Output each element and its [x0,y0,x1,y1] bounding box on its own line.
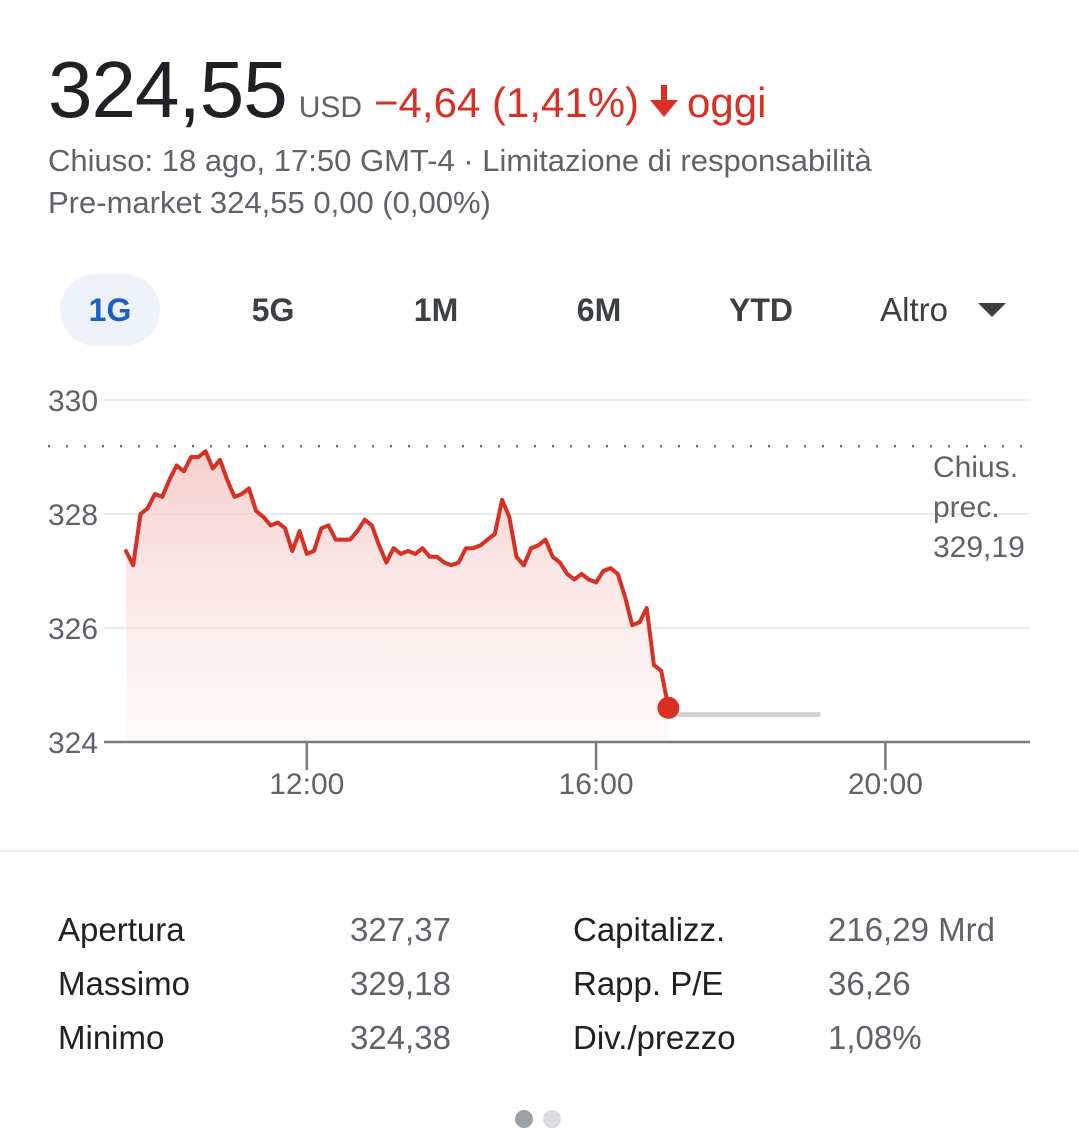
last-price-point [657,696,680,719]
page-dot[interactable] [515,1110,533,1128]
stat-label: Div./prezzo [573,1019,736,1056]
stat-value: 1,08% [828,1019,922,1056]
tab-range-1m[interactable]: 1M [413,292,459,328]
tab-range-6m[interactable]: 6M [576,292,622,328]
tab-range-ytd[interactable]: YTD [729,292,793,328]
status-separator: · [463,143,474,178]
tab-range-5g[interactable]: 5G [251,292,295,328]
disclaimer-link[interactable]: Limitazione di responsabilità [482,143,872,178]
more-ranges-dropdown[interactable]: Altro [880,274,1006,346]
stat-row: Massimo 329,18 Rapp. P/E 36,26 [0,962,1079,1016]
x-tick-label: 16:00 [559,768,634,801]
quote-header: 324,55 USD −4,64 (1,41%) oggi [48,44,766,136]
price-change-value: −4,64 (1,41%) [374,79,640,126]
key-stats: Apertura 327,37 Capitalizz. 216,29 Mrd Massi… [0,908,1079,1070]
tab-range-1g[interactable]: 1G [60,274,160,346]
stat-row: Minimo 324,38 Div./prezzo 1,08% [0,1016,1079,1070]
previous-close-label: 329,19 [933,531,1025,564]
y-tick-label: 328 [48,499,98,532]
stat-label: Rapp. P/E [573,965,724,1002]
y-tick-label: 324 [48,727,98,760]
x-tick-label: 12:00 [269,768,344,801]
y-tick-label: 330 [48,385,98,418]
currency-label: USD [298,91,363,124]
current-price: 324,55 [48,45,288,134]
previous-close-label: Chius. [933,451,1018,484]
stat-label: Capitalizz. [573,911,726,948]
price-area-fill [126,451,669,742]
x-tick-label: 20:00 [848,768,923,801]
page-dot[interactable] [543,1110,561,1128]
stat-row: Apertura 327,37 Capitalizz. 216,29 Mrd [0,908,1079,962]
stat-label: Apertura [58,911,185,948]
dropdown-triangle-icon [978,303,1006,317]
section-divider [0,850,1079,852]
previous-close-label: prec. [933,491,1000,524]
stat-label: Minimo [58,1019,165,1056]
market-status: Chiuso: 18 ago, 17:50 GMT-4 · Limitazion… [48,143,872,179]
price-change: −4,64 (1,41%) oggi [374,79,766,127]
stat-value: 36,26 [828,965,911,1002]
premarket-info: Pre-market 324,55 0,00 (0,00%) [48,185,491,220]
range-tabs: 1G 5G 1M 6M YTD Altro [40,274,1040,346]
stat-value: 324,38 [350,1019,451,1056]
price-change-period: oggi [687,79,767,126]
stat-value: 216,29 Mrd [828,911,995,948]
arrow-down-icon [649,81,679,129]
more-ranges-label: Altro [880,291,948,328]
stat-value: 327,37 [350,911,451,948]
price-line [124,449,671,710]
stat-label: Massimo [58,965,191,1002]
page-indicator [515,1110,561,1128]
price-chart[interactable]: 330 328 326 324 Chius. prec. 329,19 12:00 16:00 2… [0,370,1079,810]
market-closed-time: Chiuso: 18 ago, 17:50 GMT-4 [48,143,455,178]
stat-value: 329,18 [350,965,451,1002]
y-tick-label: 326 [48,613,98,646]
